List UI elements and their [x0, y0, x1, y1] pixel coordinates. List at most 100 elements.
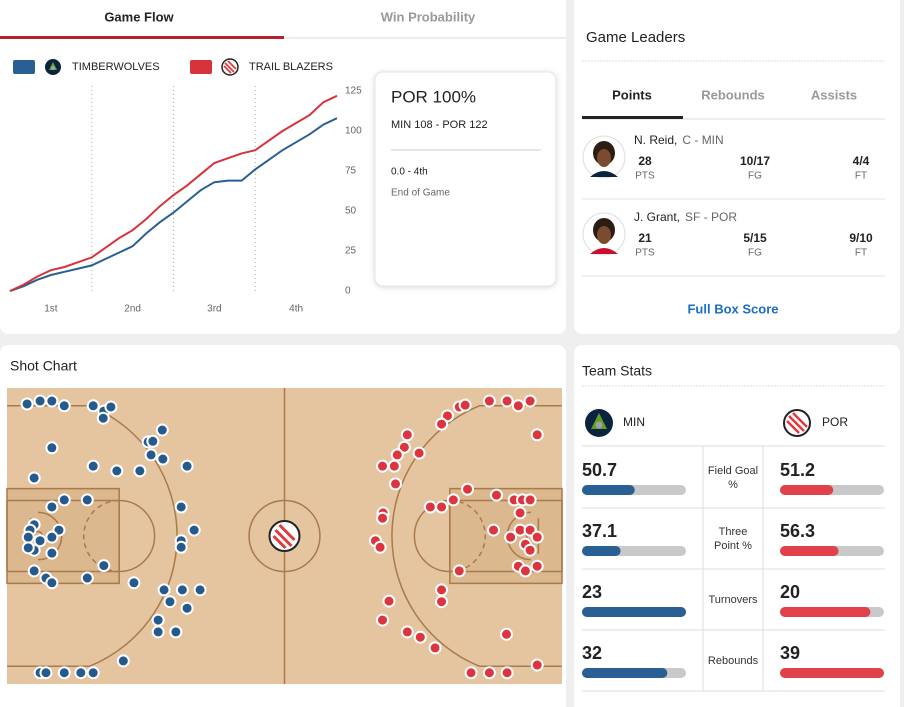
stat-value: 32 — [582, 643, 602, 663]
shot — [413, 630, 427, 644]
shot — [376, 459, 390, 473]
stat-value: 23 — [582, 582, 602, 602]
active-tab-indicator — [582, 116, 683, 119]
shot — [458, 398, 472, 412]
stat-value: 39 — [780, 643, 800, 663]
score-line — [9, 94, 338, 292]
shot — [400, 625, 414, 639]
y-tick-label: 125 — [345, 86, 362, 97]
shot — [376, 511, 390, 525]
tab[interactable]: Game Flow — [104, 9, 174, 24]
shot — [27, 564, 41, 578]
shot — [500, 627, 513, 641]
section-title: Team Stats — [582, 363, 652, 379]
stat-bar — [582, 668, 668, 678]
stat-bar — [582, 485, 635, 495]
y-tick-label: 75 — [345, 166, 357, 177]
stat-label: Rebounds — [707, 654, 759, 667]
stat-value: 28 — [638, 154, 652, 168]
shot — [80, 493, 94, 507]
shot — [435, 500, 449, 514]
section-title: Shot Chart — [10, 358, 77, 374]
stat-bar — [780, 485, 834, 495]
team-abbr: POR — [822, 415, 848, 429]
tab[interactable]: Rebounds — [701, 87, 765, 102]
x-tick-label: 4th — [289, 304, 303, 315]
shot — [163, 595, 177, 609]
shot — [390, 448, 404, 462]
shot — [530, 530, 544, 544]
shot — [80, 571, 94, 585]
y-tick-label: 50 — [345, 206, 357, 217]
shot — [39, 666, 53, 680]
legend-swatch — [190, 60, 212, 74]
shot — [33, 394, 47, 408]
stat-label: Turnovers — [708, 593, 758, 606]
stat-value: 21 — [638, 231, 652, 245]
shot — [155, 423, 169, 437]
shot — [376, 613, 390, 627]
tab[interactable]: Assists — [811, 87, 857, 102]
ft-circle-dashed — [450, 500, 485, 571]
stat-value: 9/10 — [849, 231, 873, 245]
shot — [174, 500, 188, 514]
stat-value: 37.1 — [582, 521, 617, 541]
shot — [157, 583, 171, 597]
shot — [146, 434, 160, 448]
shot — [435, 583, 449, 597]
center-logo — [268, 520, 301, 552]
shot — [144, 448, 158, 462]
face — [597, 149, 611, 167]
x-tick-label: 1st — [44, 304, 58, 315]
stat-label: Three Point % — [714, 525, 752, 552]
shot — [530, 428, 544, 442]
ft-circle — [119, 500, 154, 571]
shot — [193, 583, 207, 597]
jersey — [590, 248, 618, 254]
por-logo — [783, 409, 811, 437]
min-logo — [45, 59, 61, 75]
shot — [180, 459, 194, 473]
y-tick-label: 0 — [345, 286, 351, 297]
shot — [400, 428, 414, 442]
legend-label: TRAIL BLAZERS — [249, 61, 333, 73]
shot — [86, 399, 100, 413]
shot — [389, 477, 402, 491]
stat-label: FT — [855, 248, 867, 259]
box-score-link[interactable]: Full Box Score — [687, 301, 778, 316]
stat-label: FT — [855, 171, 867, 182]
shot — [397, 440, 411, 454]
shot — [487, 523, 501, 537]
score-line — [9, 117, 338, 292]
shot — [435, 595, 449, 609]
shot — [482, 666, 496, 680]
stat-value: 20 — [780, 582, 800, 602]
final-score: MIN 108 - POR 122 — [391, 119, 488, 131]
min-logo — [585, 409, 613, 437]
shot — [151, 625, 165, 639]
shot — [500, 666, 514, 680]
player-name: J. Grant, — [634, 210, 680, 224]
shot — [446, 493, 460, 507]
stat-value: 10/17 — [740, 154, 770, 168]
shot — [127, 576, 141, 590]
shot — [511, 399, 525, 413]
shot — [45, 394, 59, 408]
shot — [110, 464, 124, 478]
shot — [489, 488, 503, 502]
player-name: N. Reid, — [634, 133, 677, 147]
center-circle — [249, 500, 320, 571]
shot — [20, 397, 34, 411]
x-tick-label: 2nd — [124, 304, 141, 315]
stat-value: 50.7 — [582, 460, 617, 480]
shot — [45, 441, 59, 455]
shot — [21, 530, 35, 544]
tab[interactable]: Win Probability — [381, 9, 476, 24]
active-tab-indicator — [0, 36, 284, 39]
shot — [435, 417, 449, 431]
tab[interactable]: Points — [612, 87, 652, 102]
stat-bar — [780, 546, 839, 556]
shot — [373, 540, 387, 554]
stat-value: 56.3 — [780, 521, 815, 541]
shot — [382, 594, 396, 608]
